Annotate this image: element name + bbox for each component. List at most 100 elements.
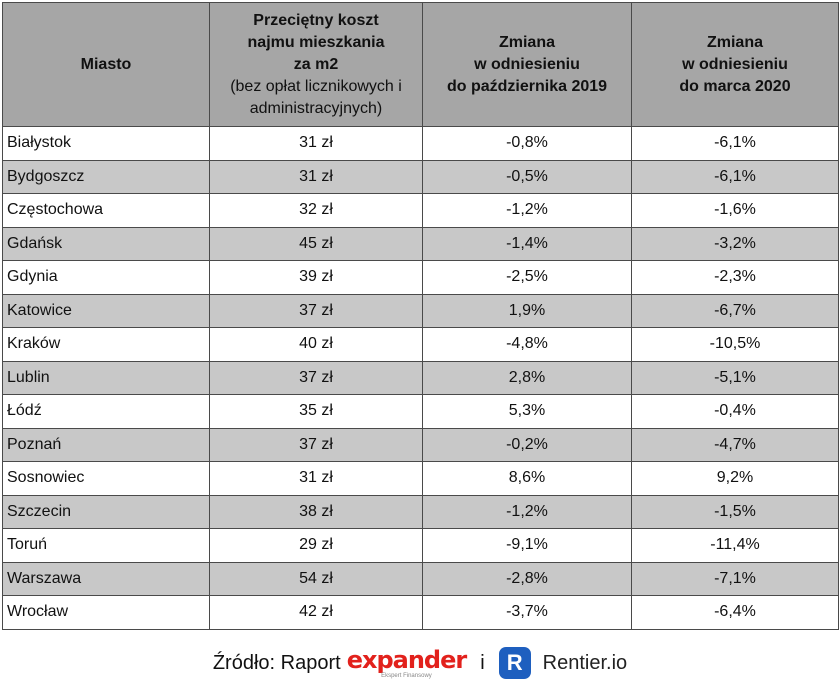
cost-cell: 42 zł bbox=[209, 595, 423, 630]
change-march-cell: -1,5% bbox=[631, 494, 839, 529]
city-cell: Warszawa bbox=[2, 561, 210, 596]
change-march-cell: -5,1% bbox=[631, 360, 839, 395]
change-march-cell: -6,1% bbox=[631, 159, 839, 194]
header-oct-line-1: Zmiana bbox=[498, 33, 555, 51]
cost-cell: 29 zł bbox=[209, 528, 423, 563]
change-march-cell: -3,2% bbox=[631, 226, 839, 261]
cost-cell: 35 zł bbox=[209, 394, 423, 429]
header-oct-line-2: w odniesieniu bbox=[474, 55, 580, 73]
header-average-cost: Przeciętny koszt najmu mieszkania za m2 … bbox=[209, 2, 423, 127]
header-mar-line-2: w odniesieniu bbox=[682, 55, 788, 73]
change-march-cell: -7,1% bbox=[631, 561, 839, 596]
change-march-cell: -2,3% bbox=[631, 260, 839, 295]
header-cost-line-3: za m2 bbox=[293, 55, 339, 73]
change-march-cell: -6,4% bbox=[631, 595, 839, 630]
change-october-cell: -1,2% bbox=[422, 494, 632, 529]
source-footer: Źródło: Raport expander Ekspert Finansow… bbox=[0, 640, 840, 686]
header-cost-line-2: najmu mieszkania bbox=[247, 33, 385, 51]
city-cell: Białystok bbox=[2, 126, 210, 161]
rentier-name: Rentier.io bbox=[542, 651, 628, 674]
expander-logo: expander Ekspert Finansowy bbox=[346, 645, 468, 679]
change-october-cell: 2,8% bbox=[422, 360, 632, 395]
header-mar-line-3: do marca 2020 bbox=[679, 77, 791, 95]
table-row: Białystok 31 zł -0,8% -6,1% bbox=[2, 126, 839, 161]
source-conjunction: i bbox=[480, 651, 485, 674]
change-october-cell: -3,7% bbox=[422, 595, 632, 630]
table-row: Wrocław 42 zł -3,7% -6,4% bbox=[2, 595, 839, 630]
city-cell: Częstochowa bbox=[2, 193, 210, 228]
cost-cell: 45 zł bbox=[209, 226, 423, 261]
cost-cell: 54 zł bbox=[209, 561, 423, 596]
header-mar-line-1: Zmiana bbox=[706, 33, 763, 51]
city-cell: Szczecin bbox=[2, 494, 210, 529]
table-row: Łódź 35 zł 5,3% -0,4% bbox=[2, 394, 839, 429]
change-october-cell: -1,2% bbox=[422, 193, 632, 228]
city-cell: Gdynia bbox=[2, 260, 210, 295]
change-march-cell: -4,7% bbox=[631, 427, 839, 462]
change-october-cell: 8,6% bbox=[422, 461, 632, 496]
cost-cell: 31 zł bbox=[209, 461, 423, 496]
table-row: Gdynia 39 zł -2,5% -2,3% bbox=[2, 260, 839, 295]
cost-cell: 31 zł bbox=[209, 126, 423, 161]
change-march-cell: -6,7% bbox=[631, 293, 839, 328]
city-cell: Kraków bbox=[2, 327, 210, 362]
rentier-logo-icon: R bbox=[498, 647, 531, 679]
expander-logo-wordmark: expander bbox=[346, 645, 468, 674]
header-change-march: Zmiana w odniesieniu do marca 2020 bbox=[631, 2, 839, 127]
table-row: Toruń 29 zł -9,1% -11,4% bbox=[2, 528, 839, 563]
city-cell: Poznań bbox=[2, 427, 210, 462]
change-march-cell: -0,4% bbox=[631, 394, 839, 429]
city-cell: Katowice bbox=[2, 293, 210, 328]
cost-cell: 31 zł bbox=[209, 159, 423, 194]
cost-cell: 32 zł bbox=[209, 193, 423, 228]
cost-cell: 38 zł bbox=[209, 494, 423, 529]
change-october-cell: 1,9% bbox=[422, 293, 632, 328]
change-october-cell: -2,5% bbox=[422, 260, 632, 295]
cost-cell: 40 zł bbox=[209, 327, 423, 362]
change-october-cell: -0,5% bbox=[422, 159, 632, 194]
table-row: Warszawa 54 zł -2,8% -7,1% bbox=[2, 561, 839, 596]
cost-cell: 37 zł bbox=[209, 360, 423, 395]
cost-cell: 37 zł bbox=[209, 293, 423, 328]
city-cell: Toruń bbox=[2, 528, 210, 563]
table-row: Lublin 37 zł 2,8% -5,1% bbox=[2, 360, 839, 395]
table-row: Gdańsk 45 zł -1,4% -3,2% bbox=[2, 226, 839, 261]
table-row: Katowice 37 zł 1,9% -6,7% bbox=[2, 293, 839, 328]
change-october-cell: 5,3% bbox=[422, 394, 632, 429]
city-cell: Łódź bbox=[2, 394, 210, 429]
change-march-cell: -1,6% bbox=[631, 193, 839, 228]
change-october-cell: -1,4% bbox=[422, 226, 632, 261]
city-cell: Wrocław bbox=[2, 595, 210, 630]
table-row: Poznań 37 zł -0,2% -4,7% bbox=[2, 427, 839, 462]
city-cell: Gdańsk bbox=[2, 226, 210, 261]
table-row: Kraków 40 zł -4,8% -10,5% bbox=[2, 327, 839, 362]
change-october-cell: -2,8% bbox=[422, 561, 632, 596]
header-cost-note-1: (bez opłat licznikowych i bbox=[230, 77, 402, 95]
header-cost-note-2: administracyjnych) bbox=[249, 99, 383, 117]
change-october-cell: -4,8% bbox=[422, 327, 632, 362]
table-row: Częstochowa 32 zł -1,2% -1,6% bbox=[2, 193, 839, 228]
rent-cost-table: Miasto Przeciętny koszt najmu mieszkania… bbox=[2, 2, 839, 630]
city-cell: Bydgoszcz bbox=[2, 159, 210, 194]
city-cell: Lublin bbox=[2, 360, 210, 395]
change-march-cell: -6,1% bbox=[631, 126, 839, 161]
cost-cell: 37 zł bbox=[209, 427, 423, 462]
table-row: Bydgoszcz 31 zł -0,5% -6,1% bbox=[2, 159, 839, 194]
header-cost-line-1: Przeciętny koszt bbox=[253, 11, 379, 29]
cost-cell: 39 zł bbox=[209, 260, 423, 295]
expander-logo-tagline: Ekspert Finansowy bbox=[381, 672, 432, 679]
change-march-cell: -11,4% bbox=[631, 528, 839, 563]
table-row: Szczecin 38 zł -1,2% -1,5% bbox=[2, 494, 839, 529]
table-row: Sosnowiec 31 zł 8,6% 9,2% bbox=[2, 461, 839, 496]
change-march-cell: 9,2% bbox=[631, 461, 839, 496]
change-october-cell: -0,8% bbox=[422, 126, 632, 161]
table-header-row: Miasto Przeciętny koszt najmu mieszkania… bbox=[2, 2, 839, 127]
header-change-october: Zmiana w odniesieniu do października 201… bbox=[422, 2, 632, 127]
city-cell: Sosnowiec bbox=[2, 461, 210, 496]
source-label: Źródło: Raport bbox=[212, 651, 341, 674]
header-oct-line-3: do października 2019 bbox=[446, 77, 608, 95]
change-october-cell: -0,2% bbox=[422, 427, 632, 462]
change-october-cell: -9,1% bbox=[422, 528, 632, 563]
change-march-cell: -10,5% bbox=[631, 327, 839, 362]
